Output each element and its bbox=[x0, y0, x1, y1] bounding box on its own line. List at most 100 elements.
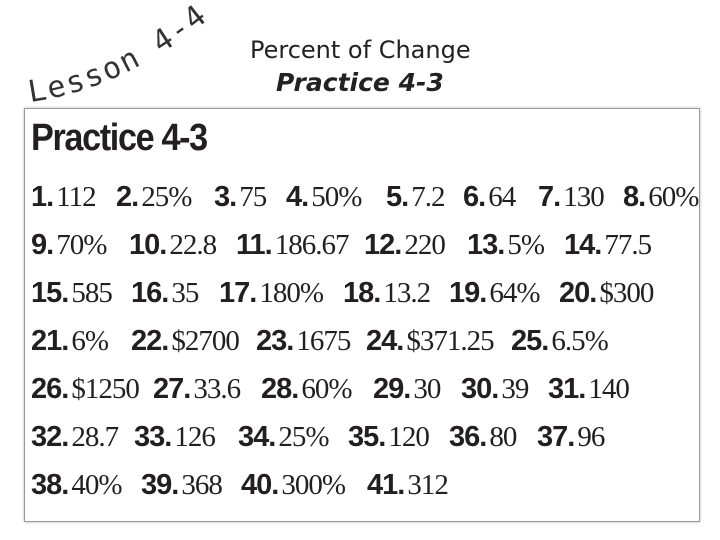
item-answer: $371.25 bbox=[406, 325, 494, 357]
item-answer: 6.5% bbox=[551, 325, 608, 357]
item-number: 24. bbox=[366, 325, 404, 357]
item-number: 32. bbox=[31, 421, 69, 453]
item-answer: 33.6 bbox=[193, 373, 241, 405]
answer-item: 8. 60% bbox=[623, 181, 699, 214]
item-number: 12. bbox=[364, 229, 402, 261]
item-answer: 312 bbox=[407, 469, 448, 501]
item-number: 27. bbox=[153, 373, 191, 405]
item-number: 19. bbox=[449, 277, 487, 309]
item-number: 21. bbox=[31, 325, 69, 357]
item-number: 7. bbox=[538, 181, 561, 213]
answer-item: 33. 126 bbox=[134, 421, 216, 454]
answer-item: 38. 40% bbox=[31, 469, 123, 502]
item-number: 41. bbox=[367, 469, 405, 501]
answer-item: 32. 28.7 bbox=[31, 421, 119, 454]
answer-item: 13. 5% bbox=[467, 229, 545, 262]
item-number: 16. bbox=[131, 277, 169, 309]
lesson-title: Lesson 4-4 bbox=[26, 0, 215, 110]
item-answer: 112 bbox=[56, 181, 96, 213]
item-answer: 50% bbox=[311, 181, 362, 213]
item-number: 15. bbox=[31, 277, 69, 309]
answer-item: 26. $1250 bbox=[31, 373, 140, 406]
answer-item: 4. 50% bbox=[286, 181, 362, 214]
answer-item: 14. 77.5 bbox=[564, 229, 652, 262]
item-answer: 30 bbox=[413, 373, 441, 405]
item-answer: 1675 bbox=[296, 325, 351, 357]
answer-item: 34. 25% bbox=[238, 421, 330, 454]
item-answer: $2700 bbox=[171, 325, 239, 357]
answer-item: 29. 30 bbox=[373, 373, 441, 406]
item-answer: 5% bbox=[507, 229, 545, 261]
item-answer: 25% bbox=[278, 421, 329, 453]
item-number: 33. bbox=[134, 421, 172, 453]
answer-item: 19. 64% bbox=[449, 277, 541, 310]
item-number: 22. bbox=[131, 325, 169, 357]
item-answer: 60% bbox=[648, 181, 699, 213]
item-answer: 96 bbox=[577, 421, 605, 453]
answer-item: 1. 112 bbox=[31, 181, 97, 214]
subtitle: Percent of Change bbox=[250, 36, 471, 64]
item-number: 40. bbox=[241, 469, 279, 501]
item-answer: 126 bbox=[174, 421, 215, 453]
item-number: 36. bbox=[449, 421, 487, 453]
answer-item: 24. $371.25 bbox=[366, 325, 495, 358]
item-number: 18. bbox=[343, 277, 381, 309]
answer-item: 11. 186.67 bbox=[236, 229, 349, 262]
item-number: 11. bbox=[236, 229, 273, 261]
item-number: 30. bbox=[461, 373, 499, 405]
item-number: 14. bbox=[564, 229, 602, 261]
item-number: 9. bbox=[31, 229, 54, 261]
item-number: 23. bbox=[256, 325, 294, 357]
item-number: 34. bbox=[238, 421, 276, 453]
item-answer: 28.7 bbox=[71, 421, 119, 453]
answer-box: Practice 4-3 1. 112 2. 25% 3. 75 4. 50% 5. 7.2 6. 6… bbox=[24, 108, 700, 522]
item-answer: $300 bbox=[599, 277, 654, 309]
item-number: 37. bbox=[537, 421, 575, 453]
answer-item: 37. 96 bbox=[537, 421, 605, 454]
answer-item: 28. 60% bbox=[261, 373, 353, 406]
item-answer: 75 bbox=[239, 181, 267, 213]
answer-item: 25. 6.5% bbox=[511, 325, 609, 358]
item-answer: 368 bbox=[181, 469, 222, 501]
answer-item: 20. $300 bbox=[559, 277, 654, 310]
answer-item: 31. 140 bbox=[548, 373, 630, 406]
answer-item: 7. 130 bbox=[538, 181, 605, 214]
item-answer: $1250 bbox=[71, 373, 139, 405]
answer-item: 27. 33.6 bbox=[153, 373, 241, 406]
answer-item: 35. 120 bbox=[348, 421, 430, 454]
item-number: 26. bbox=[31, 373, 69, 405]
answer-item: 12. 220 bbox=[364, 229, 446, 262]
answer-item: 5. 7.2 bbox=[386, 181, 445, 214]
answer-item: 30. 39 bbox=[461, 373, 529, 406]
item-answer: 13.2 bbox=[383, 277, 431, 309]
item-answer: 80 bbox=[489, 421, 517, 453]
item-number: 3. bbox=[214, 181, 237, 213]
item-number: 31. bbox=[548, 373, 586, 405]
item-answer: 40% bbox=[71, 469, 122, 501]
item-number: 10. bbox=[129, 229, 167, 261]
item-answer: 70% bbox=[56, 229, 107, 261]
item-number: 5. bbox=[386, 181, 409, 213]
answer-item: 16. 35 bbox=[131, 277, 199, 310]
item-number: 2. bbox=[116, 181, 139, 213]
item-number: 1. bbox=[31, 181, 54, 213]
answer-item: 6. 64 bbox=[463, 181, 516, 214]
answer-item: 9. 70% bbox=[31, 229, 107, 262]
item-number: 4. bbox=[286, 181, 309, 213]
item-number: 20. bbox=[559, 277, 597, 309]
item-answer: 64% bbox=[489, 277, 540, 309]
item-number: 8. bbox=[623, 181, 646, 213]
answer-item: 21. 6% bbox=[31, 325, 109, 358]
item-answer: 585 bbox=[71, 277, 112, 309]
item-number: 28. bbox=[261, 373, 299, 405]
item-number: 13. bbox=[467, 229, 505, 261]
item-answer: 35 bbox=[171, 277, 199, 309]
item-answer: 6% bbox=[71, 325, 109, 357]
item-answer: 140 bbox=[588, 373, 629, 405]
answer-item: 3. 75 bbox=[214, 181, 267, 214]
item-number: 35. bbox=[348, 421, 386, 453]
answer-item: 18. 13.2 bbox=[343, 277, 431, 310]
item-number: 6. bbox=[463, 181, 486, 213]
answer-item: 15. 585 bbox=[31, 277, 113, 310]
